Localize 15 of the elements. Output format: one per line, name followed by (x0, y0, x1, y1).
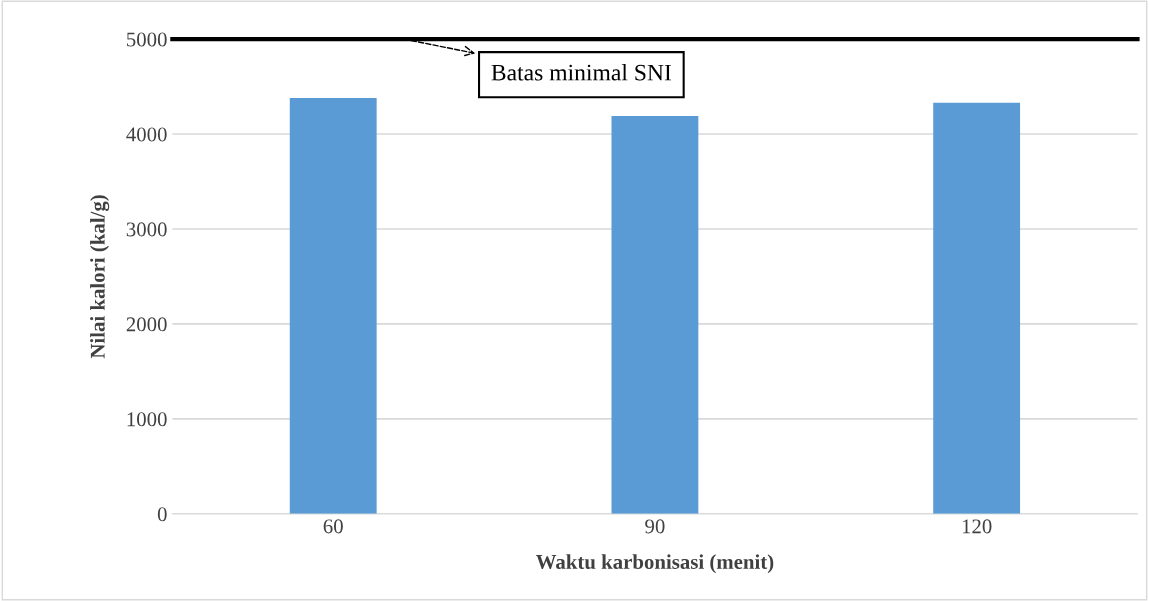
x-tick-label: 60 (323, 519, 343, 534)
bar (611, 115, 699, 514)
x-axis-title: Waktu karbonisasi (menit) (536, 554, 774, 574)
y-tick-label: 5000 (127, 32, 167, 47)
bar (289, 97, 377, 514)
y-axis-title: Nilai kalori (kal/g) (90, 195, 110, 359)
y-tick-label: 0 (157, 507, 167, 522)
y-tick-label: 1000 (127, 412, 167, 427)
x-tick-label: 90 (645, 519, 665, 534)
legend-label: Batas minimal SNI (491, 63, 672, 81)
y-tick-label: 4000 (126, 127, 167, 142)
x-tick-label: 120 (962, 519, 992, 534)
y-tick-label: 3000 (126, 222, 167, 237)
bar (933, 102, 1021, 514)
y-tick-label: 2000 (126, 317, 167, 332)
